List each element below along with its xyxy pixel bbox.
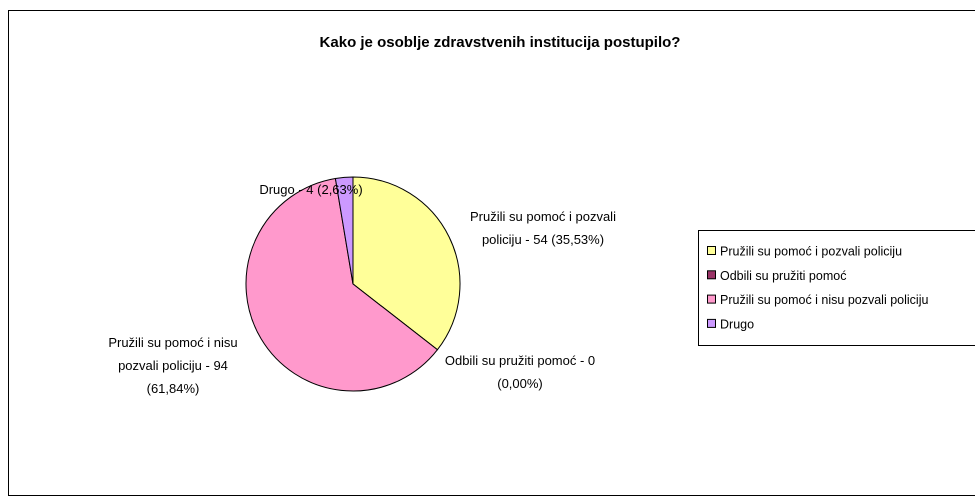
- legend-swatch: [707, 294, 716, 304]
- data-label: Odbili su pružiti pomoć - 0: [445, 353, 595, 368]
- pie-slice: [245, 177, 439, 392]
- data-label: pozvali policiju - 94: [118, 358, 228, 373]
- legend-label: Pružili su pomoć i pozvali policiju: [720, 245, 902, 259]
- data-label: Pružili su pomoć i pozvali: [470, 209, 616, 224]
- legend-label: Odbili su pružiti pomoć: [720, 269, 846, 283]
- legend-label: Pružili su pomoć i nisu pozvali policiju: [720, 293, 928, 307]
- data-label: (61,84%): [147, 381, 200, 396]
- pie-slice: [352, 176, 461, 351]
- legend-swatch: [707, 270, 716, 280]
- legend-swatch: [707, 318, 716, 328]
- legend-label: Drugo: [720, 317, 754, 331]
- data-label: Pružili su pomoć i nisu: [108, 335, 237, 350]
- chart-border: [8, 10, 975, 496]
- legend-box: [698, 230, 975, 346]
- data-label: Drugo - 4 (2,63%): [259, 182, 362, 197]
- pie-slice: [334, 176, 354, 285]
- chart-title: Kako je osoblje zdravstvenih institucija…: [320, 34, 681, 51]
- data-label: (0,00%): [497, 376, 543, 391]
- data-label: policiju - 54 (35,53%): [482, 232, 604, 247]
- legend-swatch: [707, 246, 716, 255]
